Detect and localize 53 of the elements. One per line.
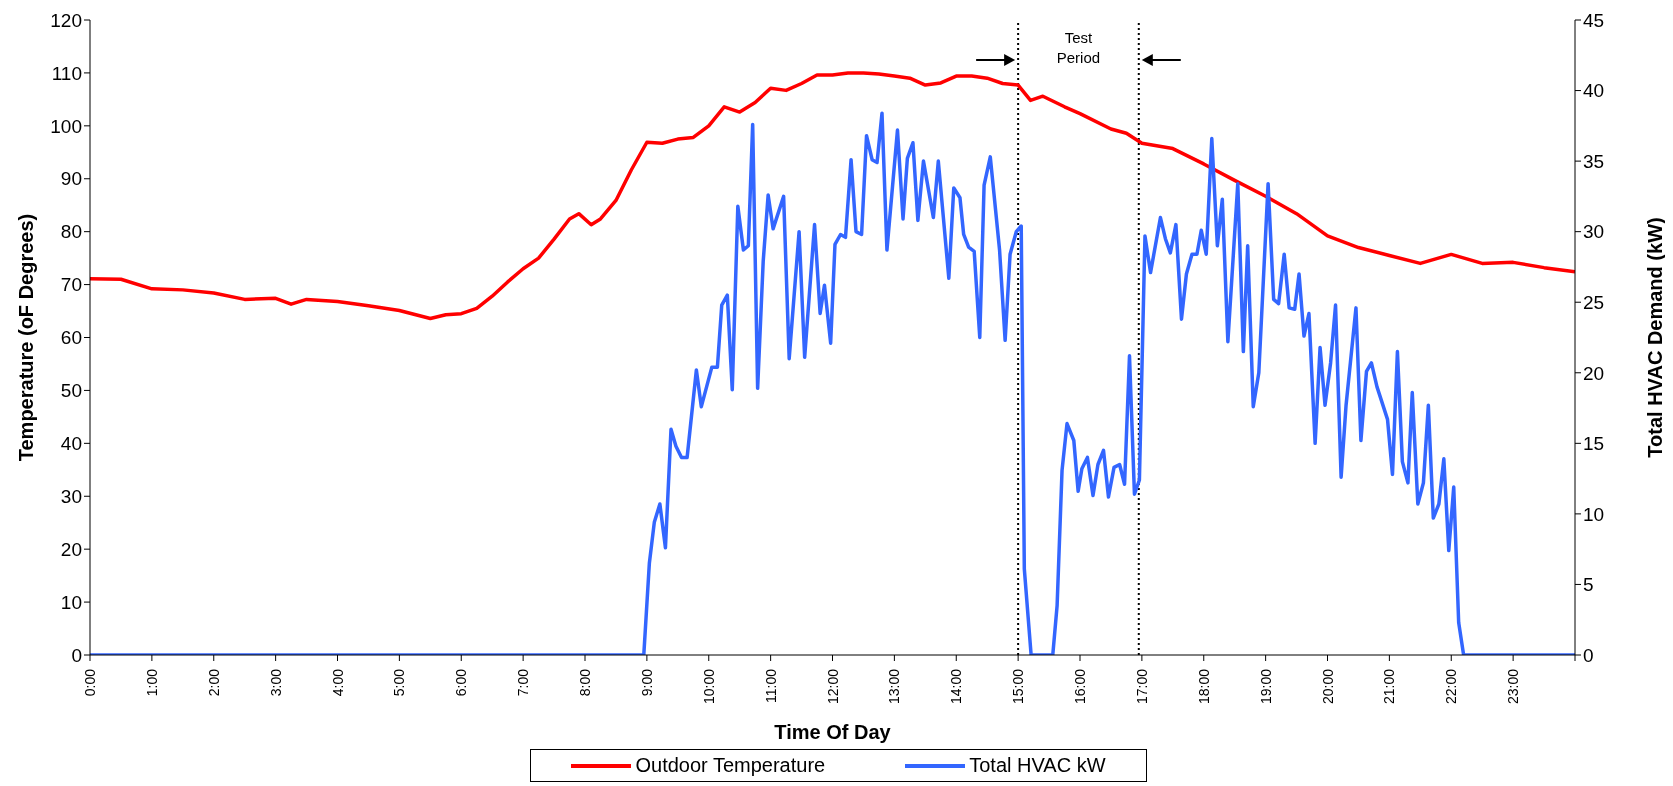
y-axis-title: Temperature (oF Degrees) — [15, 213, 38, 462]
y2-tick-label: 15 — [1583, 433, 1605, 455]
line-series — [90, 71, 1575, 321]
x-tick-label: 5:00 — [391, 668, 408, 697]
y-tick-label: 0 — [71, 644, 82, 666]
y-tick-label: 90 — [60, 168, 82, 190]
x-tick-label: 19:00 — [1257, 668, 1274, 705]
x-tick-label: 16:00 — [1072, 668, 1088, 705]
y2-tick-label: 20 — [1583, 362, 1605, 384]
x-tick-label: 22:00 — [1443, 668, 1460, 705]
x-tick-label: 8:00 — [577, 668, 593, 697]
y2-tick-label: 30 — [1583, 221, 1605, 243]
y2-tick-label: 5 — [1583, 574, 1594, 596]
annotation: Test Period — [1055, 28, 1102, 68]
y2-tick-label: 45 — [1583, 9, 1605, 31]
x-tick-label: 23:00 — [1505, 668, 1522, 705]
y-tick-label: 110 — [51, 62, 82, 84]
y-tick-label: 100 — [50, 115, 82, 137]
x-tick-label: 4:00 — [329, 668, 346, 697]
x-tick-label: 0:00 — [82, 668, 98, 697]
y-tick-label: 40 — [60, 433, 82, 455]
x-tick-label: 15:00 — [1010, 668, 1027, 705]
legend-label: Total HVAC kW — [969, 754, 1106, 777]
y2-tick-label: 0 — [1583, 644, 1594, 666]
y-tick-label: 70 — [60, 274, 82, 296]
y-tick-label: 10 — [60, 591, 82, 613]
legend-label: Outdoor Temperature — [635, 754, 826, 777]
x-tick-label: 11:00 — [762, 668, 779, 703]
x-tick-label: 20:00 — [1319, 668, 1336, 705]
y2-tick-label: 10 — [1583, 503, 1605, 525]
x-tick-label: 7:00 — [515, 668, 532, 697]
y-tick-label: 60 — [60, 327, 82, 349]
y-tick-label: 120 — [50, 9, 82, 31]
x-tick-label: 2:00 — [205, 668, 222, 697]
y2-tick-label: 40 — [1583, 80, 1605, 102]
y-tick-label: 50 — [60, 380, 82, 402]
x-tick-label: 14:00 — [948, 668, 965, 705]
x-tick-label: 13:00 — [886, 668, 903, 705]
x-tick-label: 6:00 — [453, 668, 470, 697]
x-tick-label: 10:00 — [700, 668, 717, 705]
x-tick-label: 18:00 — [1195, 668, 1212, 705]
y-tick-label: 30 — [60, 485, 82, 507]
x-axis-title: Time Of Day — [774, 721, 892, 743]
y2-tick-label: 25 — [1583, 291, 1605, 313]
y-tick-label: 80 — [60, 221, 82, 243]
x-tick-label: 17:00 — [1133, 668, 1150, 705]
x-tick-label: 9:00 — [638, 668, 655, 697]
x-tick-label: 21:00 — [1381, 668, 1398, 705]
x-tick-label: 3:00 — [267, 668, 284, 697]
y2-tick-label: 35 — [1583, 150, 1605, 172]
x-tick-label: 1:00 — [143, 668, 160, 697]
x-tick-label: 12:00 — [824, 668, 841, 705]
y-tick-label: 20 — [60, 538, 82, 560]
